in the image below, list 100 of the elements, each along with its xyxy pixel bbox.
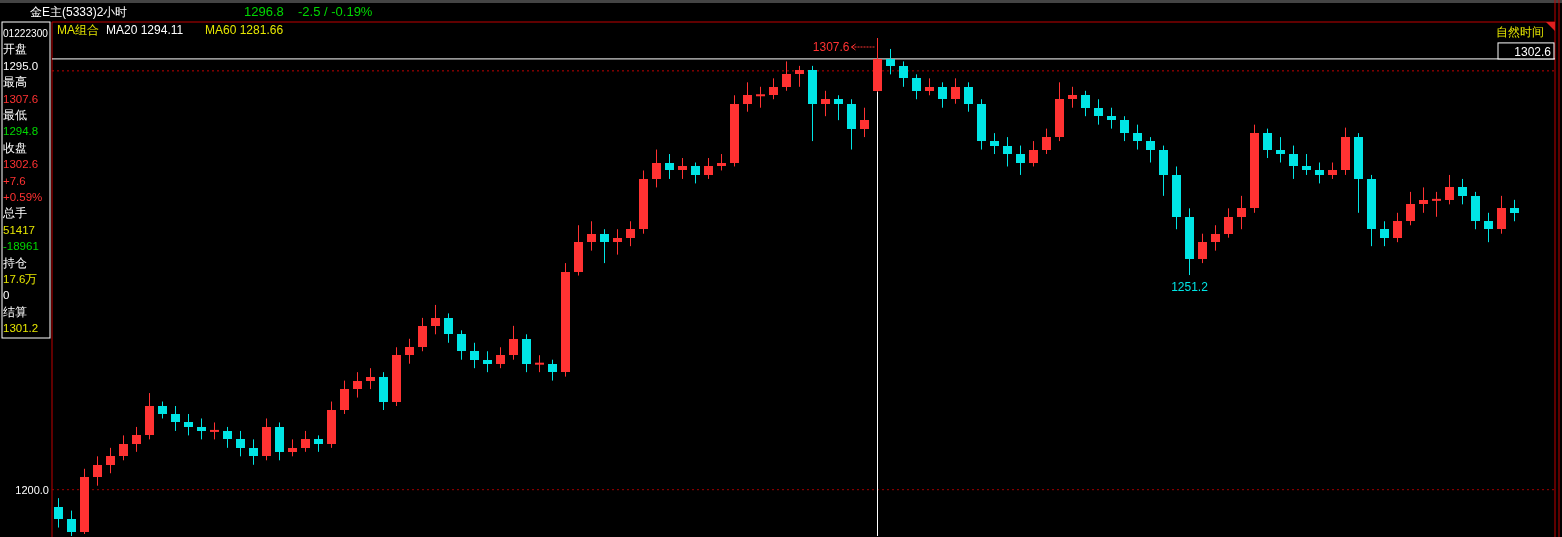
candlestick [340,380,349,415]
candlestick [509,325,518,361]
text: 最高 [3,75,27,89]
candlestick [1029,140,1038,167]
candlestick [1107,107,1116,130]
text: -2.5 / -0.19% [298,4,373,19]
candlestick [1458,178,1467,205]
text: 1301.2 [3,322,39,335]
candlestick [821,90,830,117]
candlestick [1120,115,1129,142]
candlestick [1497,195,1506,235]
candlestick [483,350,492,373]
candlestick [743,81,752,113]
candlestick [964,81,973,113]
candlestick [587,220,596,252]
candlestick [470,342,479,369]
candlestick [652,149,661,188]
candlestick [769,77,778,100]
candlestick [951,77,960,105]
candlestick [223,426,232,449]
candlestick [1276,136,1285,163]
candlestick [1133,124,1142,151]
candlestick [1510,199,1519,222]
candlestick [1237,195,1246,230]
annotation: 1251.2 [1171,280,1209,295]
candlestick [1146,136,1155,163]
text: 结算 [3,305,27,318]
candlestick [860,107,869,138]
text: 1200.0 [15,483,49,496]
candlestick [1198,233,1207,264]
text: MA组合 [57,23,99,37]
candlestick [1406,191,1415,226]
candlestick [184,413,193,436]
candlestick [795,65,804,88]
text: 1295.0 [3,59,39,72]
candlestick [1315,162,1324,184]
candlestick [1094,98,1103,126]
annotation: 自然时间 [1496,25,1544,39]
candlestick [132,426,141,453]
candlestick [782,60,791,92]
candlestick [1263,128,1272,159]
candlestick [236,430,245,457]
text: 持仓 [3,256,27,269]
text: 1296.8 [244,4,284,19]
candlestick [1081,90,1090,117]
candlestick [366,367,375,390]
text: 1307.6 [3,92,39,105]
text: 1302.6 [3,158,39,171]
candlestick [756,86,765,109]
candlestick [54,497,63,529]
candlestick [67,510,76,537]
text: 收盘 [3,141,27,154]
text: 总手 [2,206,27,220]
candlestick [1003,136,1012,167]
text: 开盘 [3,43,27,56]
candlestick [834,94,843,121]
text: 51417 [3,223,35,236]
candlestick [171,405,180,432]
candlestick [899,60,908,88]
candlestick [457,329,466,361]
candlestick [1419,186,1428,214]
candlestick [600,228,609,264]
candlestick [1016,145,1025,176]
candlestick [1393,212,1402,243]
candlestick [444,312,453,344]
text: -18961 [3,240,39,253]
candlestick [1432,191,1441,218]
candlestick [691,162,700,184]
candlestick [93,455,102,487]
candlestick [704,157,713,180]
text: MA60 1281.66 [205,23,284,37]
annotation: 1307.6 [812,40,850,54]
annotation: 01222300 [3,27,55,39]
candlestick [613,228,622,256]
candlestick [678,157,687,180]
candlestick [106,447,115,474]
candlestick [418,317,427,352]
candlestick [431,304,440,335]
candlestick [301,430,310,453]
candlestick [405,338,414,365]
text: 1294.8 [3,125,39,138]
text: 17.6万 [3,273,38,285]
candlestick [1289,145,1298,180]
candlestick [1302,153,1311,176]
text: 0 [3,289,10,302]
text: +0.59% [3,191,43,203]
text: +7.6 [3,174,26,187]
candlestick [1211,224,1220,252]
candlestick [1380,220,1389,247]
candlestick [197,417,206,440]
candlestick [249,438,258,466]
candlestick [665,153,674,180]
text: 最低 [3,109,27,121]
candlestick [1484,212,1493,243]
candlestick [1068,86,1077,109]
candlestick [938,81,947,109]
candlestick [886,48,895,75]
text: MA20 1294.11 [106,23,184,37]
chart-title: 金E主(5333)2小时 [30,5,128,19]
candlestick [626,220,635,247]
